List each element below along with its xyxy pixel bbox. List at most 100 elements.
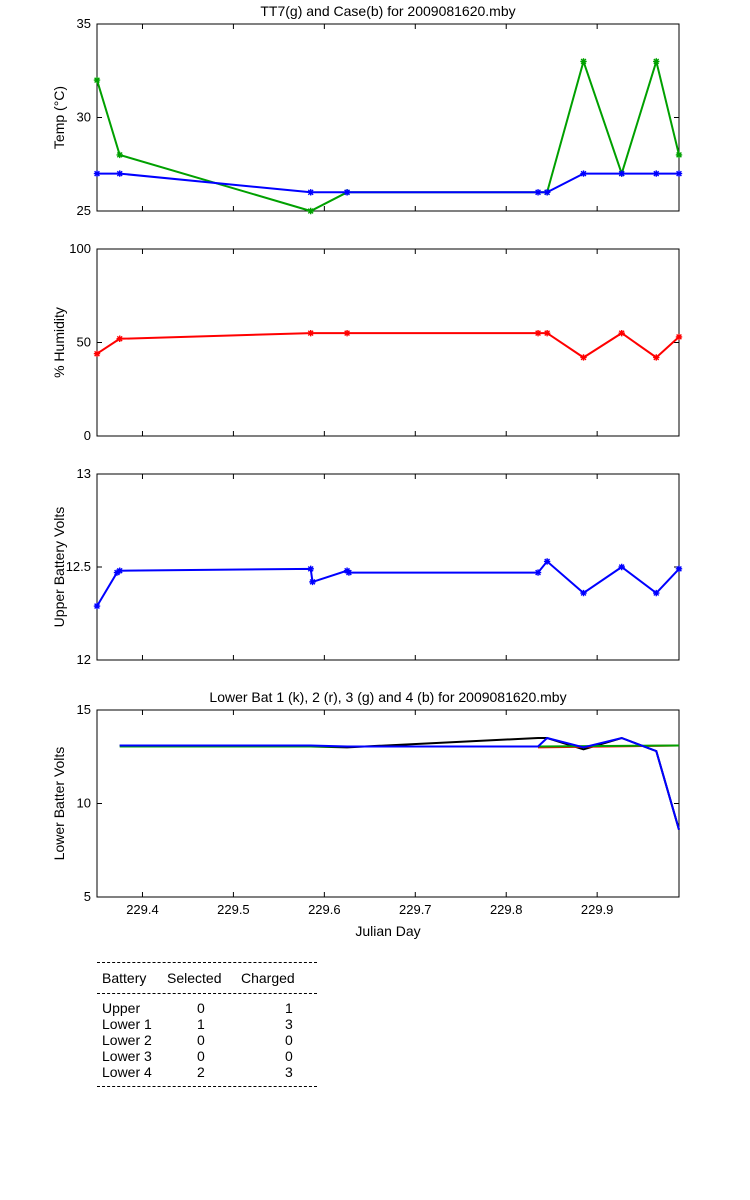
data-point (675, 565, 683, 573)
data-point (618, 170, 625, 177)
cell-battery: Lower 2 (102, 1032, 152, 1048)
data-point (93, 76, 101, 84)
y-tick-label: 5 (84, 889, 91, 904)
cell-charged: 3 (285, 1064, 293, 1080)
chart-panel-1: 25 30 35 TT7(g) and Case(b) for 2009081620.… (51, 3, 683, 218)
data-point (93, 602, 101, 610)
data-point (307, 189, 314, 196)
y-axis-label: Temp (°C) (51, 86, 67, 149)
table-rule-top (97, 962, 317, 963)
series-case (93, 170, 683, 196)
data-point (580, 589, 587, 597)
battery-table: Battery Selected Charged Upper 0 1 Lower… (97, 962, 317, 1087)
data-point (543, 189, 551, 196)
data-point (653, 170, 660, 177)
table-row: Lower 4 2 3 (97, 1064, 317, 1080)
x-tick-label: 229.6 (308, 902, 341, 917)
y-tick-label: 10 (77, 796, 91, 811)
data-point (116, 335, 123, 342)
data-point (93, 350, 101, 357)
data-point (675, 333, 683, 341)
data-point (345, 569, 353, 576)
cell-charged: 1 (285, 1000, 293, 1016)
cell-selected: 0 (197, 1032, 205, 1048)
series-line (96, 331, 680, 359)
y-tick-label: 50 (77, 335, 91, 350)
y-tick-label: 12.5 (66, 559, 91, 574)
data-point (534, 569, 542, 576)
x-tick-label: 229.4 (126, 902, 159, 917)
table-row: Lower 2 0 0 (97, 1032, 317, 1048)
data-point (653, 58, 660, 65)
table-row: Lower 3 0 0 (97, 1048, 317, 1064)
cell-selected: 0 (197, 1048, 205, 1064)
data-point (618, 329, 625, 337)
y-tick-label: 15 (77, 702, 91, 717)
table-header-row: Battery Selected Charged (97, 963, 317, 993)
y-axis-label: % Humidity (51, 307, 67, 378)
data-point (543, 329, 551, 337)
series-line (96, 57, 680, 213)
chart-title: Lower Bat 1 (k), 2 (r), 3 (g) and 4 (b) … (209, 689, 566, 705)
data-point (618, 563, 625, 571)
y-tick-label: 35 (77, 16, 91, 31)
y-axis-label: Lower Batter Volts (51, 747, 67, 861)
cell-battery: Lower 4 (102, 1064, 152, 1080)
header-battery: Battery (102, 970, 147, 986)
cell-charged: 0 (285, 1032, 293, 1048)
cell-selected: 0 (197, 1000, 205, 1016)
cell-battery: Lower 3 (102, 1048, 152, 1064)
data-point (653, 354, 660, 361)
y-axis-label: Upper Battery Volts (51, 507, 67, 628)
x-tick-label: 229.5 (217, 902, 250, 917)
header-selected: Selected (167, 970, 222, 986)
chart-panel-2: 0 50 100 % Humidity (51, 241, 683, 443)
chart-figure: 25 30 35 TT7(g) and Case(b) for 2009081620.… (51, 3, 683, 939)
x-tick-label: 229.7 (399, 902, 432, 917)
table-rule-mid (97, 993, 317, 994)
x-axis-label: Julian Day (355, 923, 420, 939)
cell-charged: 3 (285, 1016, 293, 1032)
data-point (653, 589, 660, 597)
axes-frame (96, 248, 680, 437)
header-charged: Charged (241, 970, 295, 986)
data-point (116, 567, 123, 574)
y-tick-label: 0 (84, 428, 91, 443)
chart-panel-4: 5 10 15 229.4 229.5 229.6 229.7 229.8 229.9 Lower… (51, 689, 680, 939)
table-rule-bottom (97, 1086, 317, 1087)
data-point (343, 189, 351, 196)
table-row: Lower 1 1 3 (97, 1016, 317, 1032)
data-point (580, 170, 587, 177)
data-point (343, 329, 351, 337)
series-tt7 (93, 57, 683, 215)
data-point (116, 151, 123, 159)
data-point (307, 207, 314, 215)
y-tick-label: 13 (77, 466, 91, 481)
y-tick-label: 25 (77, 203, 91, 218)
series-line (96, 559, 680, 607)
x-tick-label: 229.9 (581, 902, 614, 917)
cell-selected: 1 (197, 1016, 205, 1032)
data-point (307, 565, 314, 573)
data-point (675, 170, 683, 177)
data-point (543, 558, 551, 565)
data-point (93, 170, 101, 177)
cell-charged: 0 (285, 1048, 293, 1064)
series-lower-1 (119, 736, 680, 830)
series-line (119, 736, 680, 830)
data-point (534, 329, 542, 337)
table-row: Upper 0 1 (97, 1000, 317, 1016)
y-tick-label: 30 (77, 110, 91, 125)
series-lower-4 (119, 736, 680, 830)
data-point (580, 354, 587, 361)
x-tick-label: 229.8 (490, 902, 523, 917)
data-point (116, 170, 123, 177)
cell-battery: Lower 1 (102, 1016, 152, 1032)
chart-panel-3: 12 12.5 13 Upper Battery Volts (51, 466, 683, 667)
series-upper (93, 558, 683, 610)
axes-frame (96, 473, 680, 661)
cell-battery: Upper (102, 1000, 141, 1016)
data-point (675, 151, 683, 159)
series-line (119, 736, 680, 830)
data-point (309, 578, 316, 586)
